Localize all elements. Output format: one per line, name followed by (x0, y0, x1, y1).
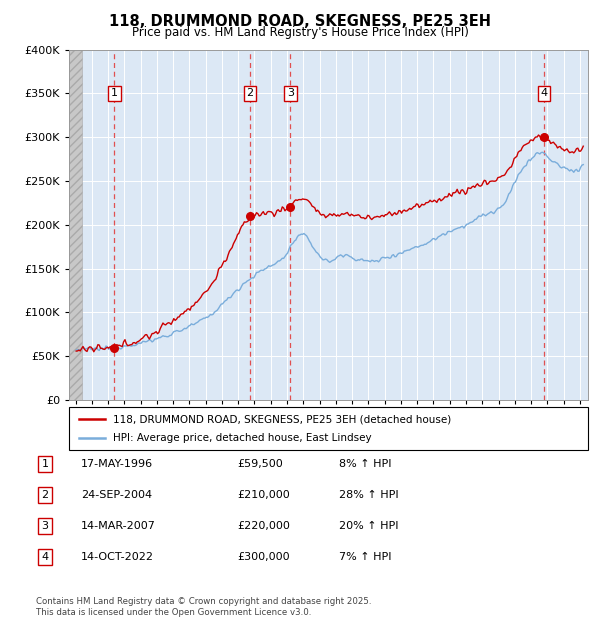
Text: 3: 3 (287, 89, 294, 99)
Text: 14-OCT-2022: 14-OCT-2022 (81, 552, 154, 562)
Text: £210,000: £210,000 (237, 490, 290, 500)
Text: 1: 1 (41, 459, 49, 469)
Text: 24-SEP-2004: 24-SEP-2004 (81, 490, 152, 500)
Text: 17-MAY-1996: 17-MAY-1996 (81, 459, 153, 469)
Text: £300,000: £300,000 (237, 552, 290, 562)
Text: 14-MAR-2007: 14-MAR-2007 (81, 521, 156, 531)
Text: 118, DRUMMOND ROAD, SKEGNESS, PE25 3EH (detached house): 118, DRUMMOND ROAD, SKEGNESS, PE25 3EH (… (113, 414, 451, 424)
Text: 118, DRUMMOND ROAD, SKEGNESS, PE25 3EH: 118, DRUMMOND ROAD, SKEGNESS, PE25 3EH (109, 14, 491, 29)
Text: 4: 4 (541, 89, 547, 99)
Text: 3: 3 (41, 521, 49, 531)
Text: Contains HM Land Registry data © Crown copyright and database right 2025.
This d: Contains HM Land Registry data © Crown c… (36, 598, 371, 617)
Text: 4: 4 (41, 552, 49, 562)
Text: £220,000: £220,000 (237, 521, 290, 531)
Text: 28% ↑ HPI: 28% ↑ HPI (339, 490, 398, 500)
Text: 7% ↑ HPI: 7% ↑ HPI (339, 552, 391, 562)
Text: 1: 1 (111, 89, 118, 99)
Bar (69, 50, 82, 400)
Text: 8% ↑ HPI: 8% ↑ HPI (339, 459, 391, 469)
Text: HPI: Average price, detached house, East Lindsey: HPI: Average price, detached house, East… (113, 433, 372, 443)
Text: 2: 2 (247, 89, 254, 99)
Text: Price paid vs. HM Land Registry's House Price Index (HPI): Price paid vs. HM Land Registry's House … (131, 26, 469, 39)
Text: 20% ↑ HPI: 20% ↑ HPI (339, 521, 398, 531)
Text: £59,500: £59,500 (237, 459, 283, 469)
Text: 2: 2 (41, 490, 49, 500)
